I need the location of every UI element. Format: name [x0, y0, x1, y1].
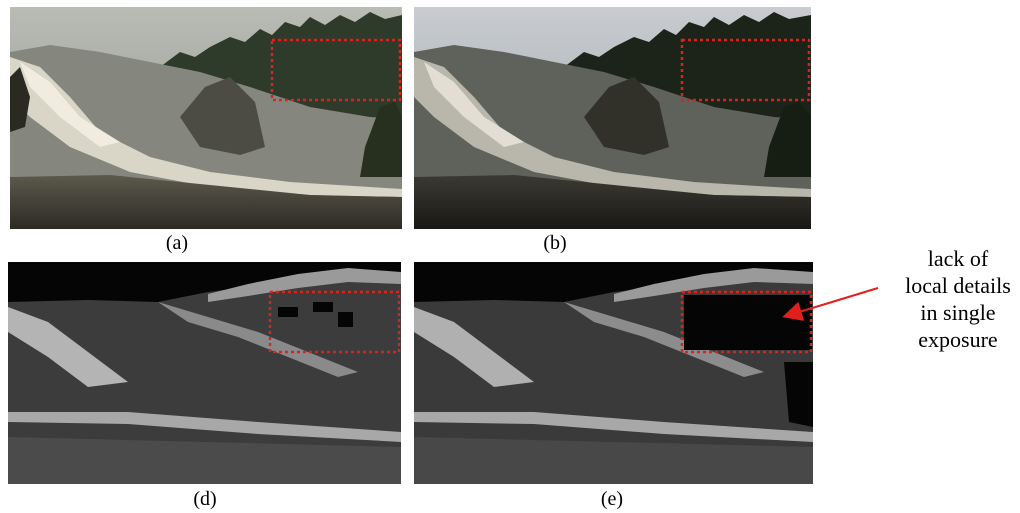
annotation-line-4: exposure	[918, 327, 998, 352]
panel-d-caption: (d)	[193, 488, 217, 510]
panel-e-image	[414, 262, 813, 484]
panel-a-caption: (a)	[165, 232, 189, 254]
panel-b-caption: (b)	[543, 232, 567, 254]
annotation-text: lack of local details in single exposure	[898, 245, 1018, 353]
panel-a-image	[10, 7, 402, 229]
annotation-line-3: in single	[920, 300, 996, 325]
annotation-line-1: lack of	[927, 246, 989, 271]
annotation-line-2: local details	[905, 273, 1011, 298]
panel-e-caption: (e)	[600, 488, 624, 510]
panel-b-image	[414, 7, 811, 229]
panel-d-image	[8, 262, 401, 484]
